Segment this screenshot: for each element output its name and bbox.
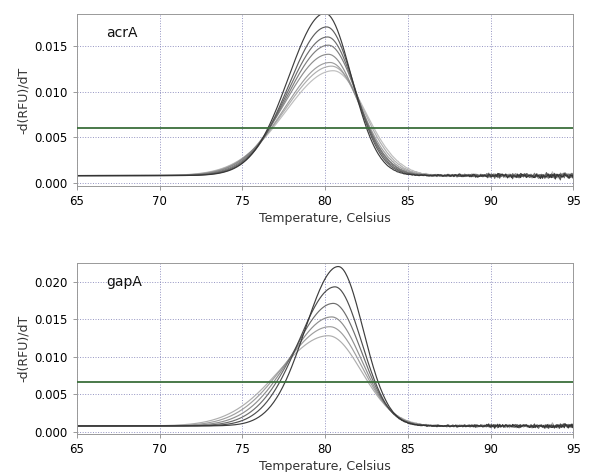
Y-axis label: -d(RFU)/dT: -d(RFU)/dT xyxy=(17,66,30,134)
Y-axis label: -d(RFU)/dT: -d(RFU)/dT xyxy=(17,315,30,382)
Text: gapA: gapA xyxy=(106,275,142,289)
Text: acrA: acrA xyxy=(106,26,138,40)
X-axis label: Temperature, Celsius: Temperature, Celsius xyxy=(259,212,391,225)
X-axis label: Temperature, Celsius: Temperature, Celsius xyxy=(259,460,391,472)
